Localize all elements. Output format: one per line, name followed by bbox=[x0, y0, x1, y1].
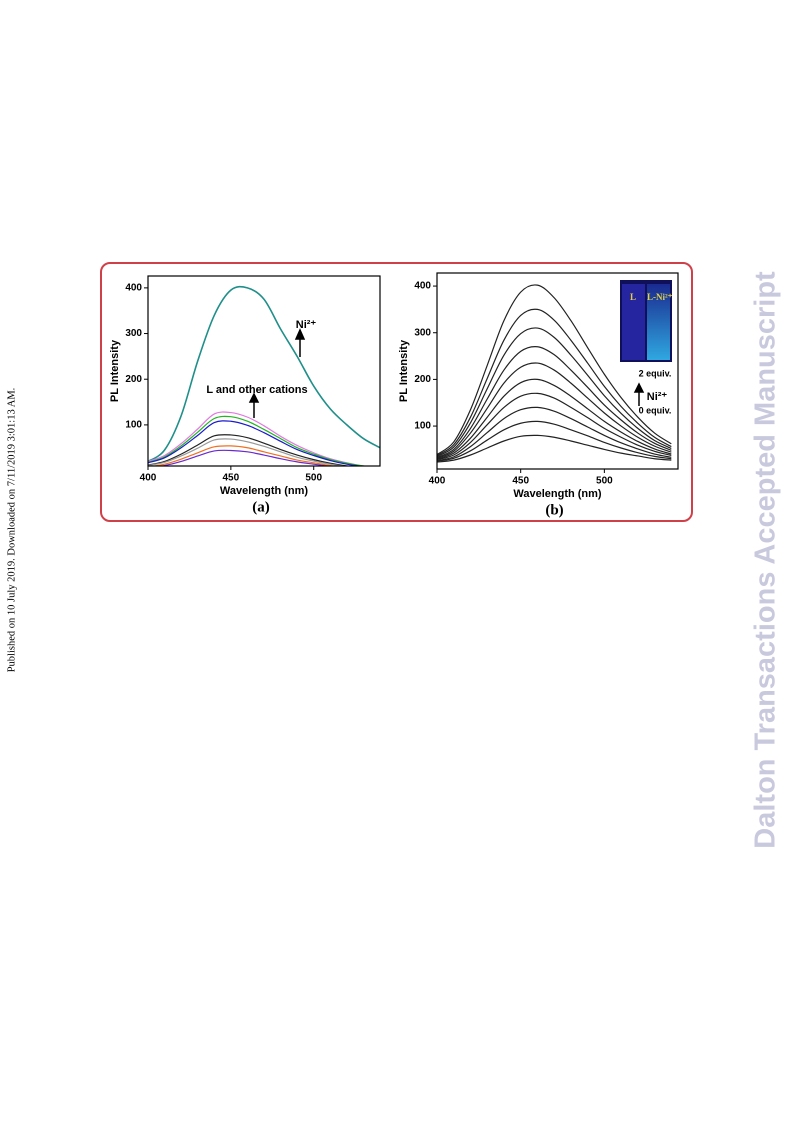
series-line bbox=[148, 285, 380, 463]
plot-lines bbox=[437, 284, 672, 463]
series-line bbox=[437, 434, 672, 463]
panel-label: (b) bbox=[545, 502, 563, 518]
annotation: L bbox=[630, 292, 636, 302]
series-line bbox=[437, 378, 672, 460]
series-line bbox=[437, 284, 672, 456]
x-tick-label: 500 bbox=[305, 473, 322, 484]
annotation: 2 equiv. bbox=[639, 368, 672, 378]
x-tick-label: 450 bbox=[512, 476, 529, 487]
x-tick-label: 400 bbox=[140, 473, 157, 484]
series-line bbox=[148, 415, 369, 466]
y-tick-label: 300 bbox=[414, 327, 431, 338]
y-tick-label: 200 bbox=[414, 374, 431, 385]
x-tick-label: 400 bbox=[429, 476, 446, 487]
plot-frame bbox=[147, 275, 381, 467]
series-line bbox=[437, 406, 672, 462]
series-line bbox=[437, 308, 672, 456]
y-tick-label: 100 bbox=[414, 421, 431, 432]
series-line bbox=[148, 420, 365, 466]
series-line bbox=[437, 327, 672, 457]
y-tick-label: 400 bbox=[125, 283, 142, 294]
series-line bbox=[437, 362, 672, 459]
series-line bbox=[437, 420, 672, 462]
y-tick-label: 300 bbox=[125, 328, 142, 339]
y-tick-label: 100 bbox=[125, 420, 142, 431]
x-tick-label: 450 bbox=[223, 473, 240, 484]
series-line bbox=[156, 449, 332, 466]
annotation: Ni²⁺ bbox=[647, 391, 668, 403]
y-tick-label: 200 bbox=[125, 374, 142, 385]
panel-label: (a) bbox=[252, 499, 270, 515]
plot-lines bbox=[148, 285, 380, 466]
series-line bbox=[437, 392, 672, 461]
y-tick-label: 400 bbox=[414, 281, 431, 292]
annotation: Ni²⁺ bbox=[296, 319, 317, 331]
x-axis-label: Wavelength (nm) bbox=[513, 488, 602, 500]
series-line bbox=[437, 346, 672, 458]
inset-photo bbox=[620, 280, 672, 362]
arrows bbox=[248, 328, 645, 418]
series-line bbox=[150, 445, 340, 466]
annotation: 0 equiv. bbox=[639, 405, 672, 415]
annotation: L and other cations bbox=[206, 384, 307, 396]
x-tick-label: 500 bbox=[596, 476, 613, 487]
x-axis-label: Wavelength (nm) bbox=[220, 485, 309, 497]
y-axis-label: PL Intensity bbox=[109, 339, 121, 402]
plot-frame bbox=[436, 272, 679, 470]
y-axis-label: PL Intensity bbox=[398, 339, 410, 402]
annotation: L-Ni²⁺ bbox=[647, 292, 673, 302]
figure-frame bbox=[100, 262, 693, 522]
